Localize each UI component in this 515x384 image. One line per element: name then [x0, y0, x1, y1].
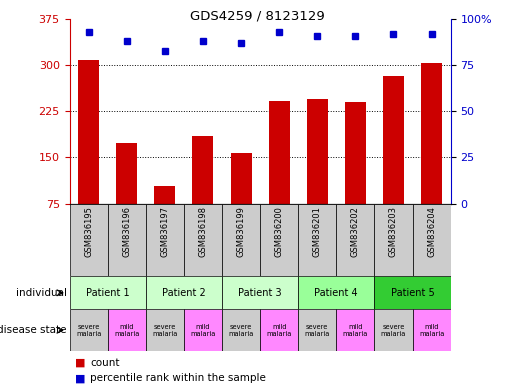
Text: severe
malaria: severe malaria	[228, 324, 254, 337]
Bar	[154, 186, 175, 250]
Bar	[269, 101, 289, 250]
Bar	[307, 99, 328, 250]
Text: severe
malaria: severe malaria	[76, 324, 101, 337]
Text: GSM836203: GSM836203	[389, 206, 398, 257]
Bar	[108, 309, 146, 351]
Text: percentile rank within the sample: percentile rank within the sample	[90, 373, 266, 383]
Bar	[336, 309, 374, 351]
Text: mild
malaria: mild malaria	[266, 324, 292, 337]
Bar	[374, 309, 413, 351]
Text: severe
malaria: severe malaria	[304, 324, 330, 337]
Text: mild
malaria: mild malaria	[342, 324, 368, 337]
Text: severe
malaria: severe malaria	[152, 324, 178, 337]
Text: disease state: disease state	[0, 325, 67, 335]
Bar	[298, 204, 336, 276]
Bar	[231, 152, 251, 250]
Text: GSM836201: GSM836201	[313, 206, 322, 257]
Text: GSM836196: GSM836196	[122, 206, 131, 257]
Bar	[298, 276, 374, 309]
Text: Patient 1: Patient 1	[86, 288, 129, 298]
Bar	[146, 309, 184, 351]
Bar	[184, 309, 222, 351]
Text: count: count	[90, 358, 119, 368]
Text: ■: ■	[75, 373, 85, 383]
Text: Patient 4: Patient 4	[315, 288, 358, 298]
Bar	[336, 204, 374, 276]
Bar	[298, 309, 336, 351]
Bar	[222, 204, 260, 276]
Bar	[146, 276, 222, 309]
Bar	[78, 60, 99, 250]
Bar	[193, 136, 213, 250]
Text: mild
malaria: mild malaria	[419, 324, 444, 337]
Bar	[413, 204, 451, 276]
Bar	[260, 204, 298, 276]
Text: Patient 5: Patient 5	[391, 288, 434, 298]
Bar	[222, 276, 298, 309]
Text: GSM836202: GSM836202	[351, 206, 360, 257]
Text: GSM836204: GSM836204	[427, 206, 436, 257]
Bar	[70, 276, 146, 309]
Bar	[146, 204, 184, 276]
Bar	[413, 309, 451, 351]
Bar	[383, 76, 404, 250]
Bar	[70, 204, 108, 276]
Bar	[70, 309, 108, 351]
Bar	[421, 63, 442, 250]
Text: Patient 2: Patient 2	[162, 288, 205, 298]
Text: ■: ■	[75, 358, 85, 368]
Bar	[374, 204, 413, 276]
Bar	[116, 143, 137, 250]
Text: GSM836197: GSM836197	[160, 206, 169, 257]
Bar	[260, 309, 298, 351]
Bar	[374, 276, 451, 309]
Bar	[184, 204, 222, 276]
Bar	[222, 309, 260, 351]
Text: mild
malaria: mild malaria	[190, 324, 216, 337]
Text: individual: individual	[16, 288, 67, 298]
Text: severe
malaria: severe malaria	[381, 324, 406, 337]
Text: mild
malaria: mild malaria	[114, 324, 140, 337]
Text: GSM836198: GSM836198	[198, 206, 208, 257]
Text: GSM836200: GSM836200	[274, 206, 284, 257]
Text: GDS4259 / 8123129: GDS4259 / 8123129	[190, 10, 325, 23]
Text: Patient 3: Patient 3	[238, 288, 282, 298]
Text: GSM836195: GSM836195	[84, 206, 93, 257]
Text: GSM836199: GSM836199	[236, 206, 246, 257]
Bar	[345, 102, 366, 250]
Bar	[108, 204, 146, 276]
